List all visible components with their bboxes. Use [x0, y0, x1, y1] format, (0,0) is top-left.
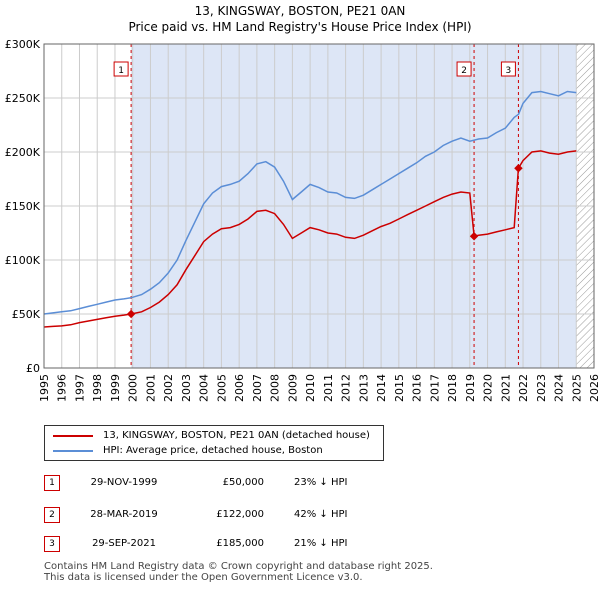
x-tick-label: 2019: [464, 374, 477, 402]
x-tick-label: 2002: [162, 374, 175, 402]
y-tick-label: £300K: [5, 38, 41, 51]
x-tick-label: 2021: [499, 374, 512, 402]
sale-date: 29-NOV-1999: [90, 477, 158, 488]
x-tick-label: 2014: [375, 374, 388, 402]
y-tick-label: £200K: [5, 146, 41, 159]
x-tick-label: 2008: [269, 374, 282, 402]
x-tick-label: 2026: [588, 374, 600, 402]
x-tick-label: 2016: [411, 374, 424, 402]
x-tick-label: 2018: [446, 374, 459, 402]
sale-point-marker: [126, 309, 136, 319]
x-tick-label: 2020: [482, 374, 495, 402]
x-tick-label: 1995: [38, 374, 51, 402]
sale-label-box: [500, 61, 516, 77]
sale-label-text: 2: [461, 66, 467, 76]
x-tick-label: 2024: [553, 374, 566, 402]
sale-point-marker: [469, 231, 479, 241]
sale-row: 1 29-NOV-1999 £50,000 23% ↓ HPI: [44, 475, 424, 495]
y-tick-label: £50K: [12, 308, 41, 321]
legend-item-hpi: HPI: Average price, detached house, Bost…: [53, 445, 323, 456]
legend-label-hpi: HPI: Average price, detached house, Bost…: [103, 445, 323, 456]
x-tick-label: 2022: [517, 374, 530, 402]
chart-subtitle: Price paid vs. HM Land Registry's House …: [128, 20, 472, 34]
x-tick-label: 2006: [233, 374, 246, 402]
plot-border: [43, 43, 595, 369]
x-tick-label: 2012: [340, 374, 353, 402]
legend-swatch-hpi: [53, 449, 93, 452]
sale-date: 28-MAR-2019: [90, 509, 158, 520]
sale-hpi-diff: 21% ↓ HPI: [294, 538, 348, 549]
legend-label-property: 13, KINGSWAY, BOSTON, PE21 0AN (detached…: [103, 430, 370, 441]
sale-number-badge: 1: [44, 475, 60, 491]
x-tick-label: 2009: [286, 374, 299, 402]
footer-line-1: Contains HM Land Registry data © Crown c…: [44, 561, 433, 572]
x-tick-label: 2011: [322, 374, 335, 402]
x-tick-label: 2000: [127, 374, 140, 402]
sale-hpi-diff: 42% ↓ HPI: [294, 509, 348, 520]
sale-row: 2 28-MAR-2019 £122,000 42% ↓ HPI: [44, 507, 424, 527]
price-chart: £0 £50K £100K £150K £200K £250K £300K 1995 1996 1…: [5, 38, 600, 402]
x-tick-label: 2003: [180, 374, 193, 402]
x-tick-label: 2005: [215, 374, 228, 402]
sale-label-text: 3: [506, 66, 512, 76]
x-tick-label: 2010: [304, 374, 317, 402]
legend-item-property: 13, KINGSWAY, BOSTON, PE21 0AN (detached…: [53, 430, 370, 441]
y-tick-label: £150K: [5, 200, 41, 213]
x-tick-label: 1996: [56, 374, 69, 402]
sale-label-box: [113, 61, 129, 77]
x-tick-label: 2023: [535, 374, 548, 402]
x-tick-label: 1997: [73, 374, 86, 402]
sale-hpi-diff: 23% ↓ HPI: [294, 477, 348, 488]
x-tick-label: 2025: [570, 374, 583, 402]
x-tick-label: 2015: [393, 374, 406, 402]
sale-row: 3 29-SEP-2021 £185,000 21% ↓ HPI: [44, 536, 424, 556]
y-tick-label: £0: [26, 362, 40, 375]
x-tick-label: 1999: [109, 374, 122, 402]
footer-attribution: Contains HM Land Registry data © Crown c…: [44, 561, 433, 583]
sale-date: 29-SEP-2021: [92, 538, 156, 549]
sale-price: £122,000: [216, 509, 264, 520]
footer-line-2: This data is licensed under the Open Gov…: [44, 572, 363, 583]
sale-price: £185,000: [216, 538, 264, 549]
x-tick-label: 2007: [251, 374, 264, 402]
x-tick-label: 2001: [144, 374, 157, 402]
sale-label-box: [456, 61, 472, 77]
sale-number-badge: 3: [44, 536, 60, 552]
x-tick-label: 2013: [357, 374, 370, 402]
x-tick-label: 2017: [428, 374, 441, 402]
sale-price: £50,000: [222, 477, 264, 488]
chart-title: 13, KINGSWAY, BOSTON, PE21 0AN: [194, 4, 406, 18]
x-tick-label: 2004: [198, 374, 211, 402]
x-tick-label: 1998: [91, 374, 104, 402]
y-tick-label: £100K: [5, 254, 41, 267]
chart-legend: 13, KINGSWAY, BOSTON, PE21 0AN (detached…: [44, 425, 384, 461]
sale-number-badge: 2: [44, 507, 60, 523]
y-tick-label: £250K: [5, 92, 41, 105]
hpi-series-line: [43, 90, 577, 315]
legend-swatch-property: [53, 434, 93, 437]
sale-label-text: 1: [118, 66, 124, 76]
